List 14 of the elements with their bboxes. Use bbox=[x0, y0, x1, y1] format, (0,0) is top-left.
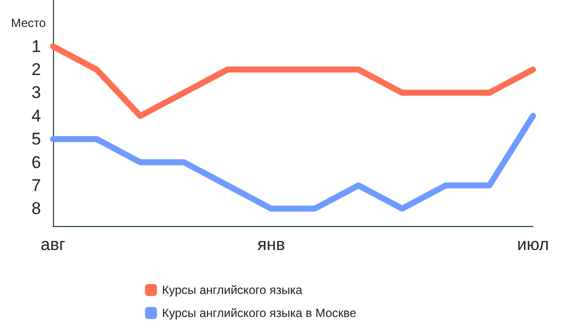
y-tick-label: 6 bbox=[32, 152, 41, 172]
y-tick-label: 2 bbox=[32, 60, 41, 80]
y-tick-label: 8 bbox=[32, 199, 41, 218]
y-axis-title: Место bbox=[11, 16, 46, 30]
y-tick-label: 4 bbox=[32, 106, 41, 126]
x-tick-label: июл bbox=[517, 235, 549, 254]
y-tick-label: 7 bbox=[32, 176, 41, 195]
legend-label: Курсы английского языка bbox=[162, 283, 303, 297]
y-tick-label: 3 bbox=[32, 83, 41, 102]
x-tick-label: авг bbox=[40, 235, 66, 254]
y-tick-label: 1 bbox=[32, 36, 41, 56]
y-tick-label: 5 bbox=[32, 130, 41, 149]
legend-label: Курсы английского языка в Москве bbox=[162, 306, 357, 320]
x-tick-label: янв bbox=[257, 235, 285, 254]
